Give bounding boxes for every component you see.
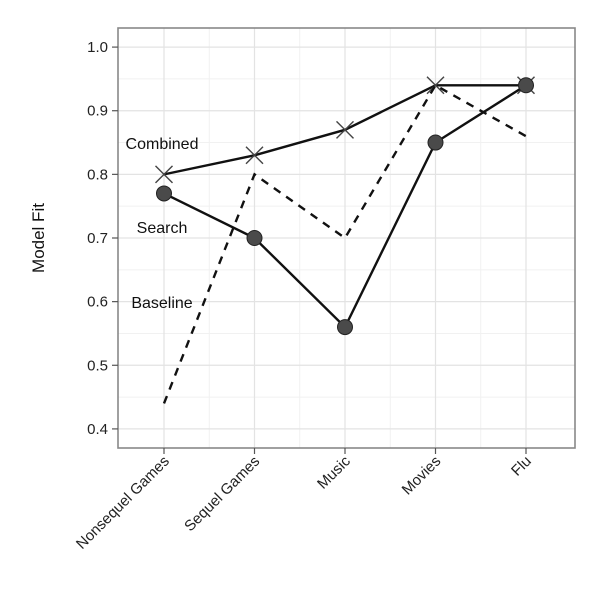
series-label-search: Search [137, 220, 188, 237]
x-axis: Nonsequel Games Sequel Games Music Movies Fl… [73, 448, 535, 553]
y-tick-label: 1.0 [87, 39, 108, 56]
x-tick-label: Flu [508, 453, 535, 480]
x-tick-label: Music [314, 452, 354, 492]
data-point-combined [245, 146, 264, 165]
data-point-search [427, 134, 444, 151]
y-tick-label: 0.6 [87, 294, 108, 311]
series-labels: Combined Search Baseline [126, 136, 199, 312]
series-layer [155, 76, 535, 404]
x-tick-label: Nonsequel Games [73, 453, 173, 553]
data-point-combined [426, 76, 445, 95]
x-tick-label: Movies [399, 453, 445, 499]
grid-major [118, 28, 575, 448]
data-point-search [337, 319, 353, 336]
data-point-search [156, 185, 172, 202]
data-point-combined [336, 120, 354, 139]
series-label-combined: Combined [126, 136, 199, 153]
series-label-baseline: Baseline [131, 295, 192, 312]
x-tick-label: Sequel Games [181, 453, 263, 535]
data-point-search [518, 77, 534, 94]
data-point-search [246, 230, 263, 246]
y-tick-label: 0.5 [87, 357, 108, 374]
y-tick-label: 0.9 [87, 103, 108, 120]
y-axis-title: Model Fit [29, 203, 48, 273]
y-tick-label: 0.4 [87, 421, 108, 438]
y-tick-label: 0.8 [87, 166, 108, 183]
data-point-combined [155, 165, 173, 184]
y-axis: 0.4 0.5 0.6 0.7 0.8 0.9 1.0 [87, 39, 118, 438]
y-tick-label: 0.7 [87, 230, 108, 247]
